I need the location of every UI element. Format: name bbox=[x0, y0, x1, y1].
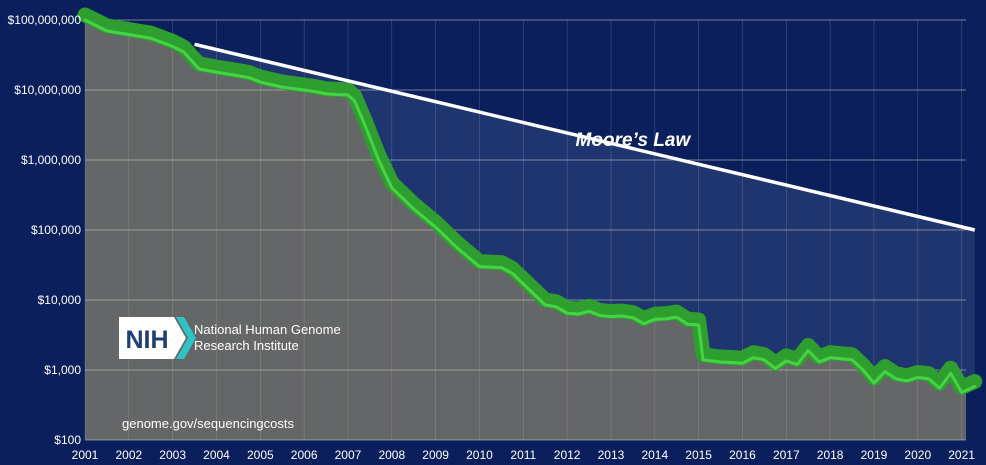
y-tick-label: $10,000 bbox=[38, 293, 82, 307]
x-tick-label: 2001 bbox=[72, 448, 99, 462]
y-tick-label: $100,000,000 bbox=[8, 13, 82, 27]
cost-line bbox=[77, 7, 983, 395]
x-tick-label: 2012 bbox=[554, 448, 581, 462]
x-tick-label: 2003 bbox=[159, 448, 186, 462]
x-tick-label: 2002 bbox=[115, 448, 142, 462]
x-tick-label: 2005 bbox=[247, 448, 274, 462]
x-tick-label: 2018 bbox=[817, 448, 844, 462]
x-tick-label: 2011 bbox=[510, 448, 536, 462]
source-url: genome.gov/sequencingcosts bbox=[122, 416, 295, 431]
x-tick-label: 2010 bbox=[466, 448, 493, 462]
x-tick-label: 2020 bbox=[904, 448, 931, 462]
x-tick-label: 2009 bbox=[422, 448, 449, 462]
moore-gap-fill bbox=[198, 45, 975, 393]
cost-line-edge bbox=[83, 18, 977, 394]
y-tick-label: $1,000,000 bbox=[21, 153, 81, 167]
moores-law-line bbox=[194, 42, 976, 232]
x-tick-label: 2017 bbox=[773, 448, 800, 462]
x-tick-label: 2015 bbox=[685, 448, 712, 462]
nih-logo-line2: Research Institute bbox=[194, 338, 299, 353]
nih-logo-letters: NIH bbox=[125, 326, 168, 354]
y-axis-ticks: $100 $1,000 $10,000 $100,000 $1,000,000 $10,0… bbox=[8, 13, 82, 447]
y-tick-label: $1,000 bbox=[44, 363, 81, 377]
series-layer bbox=[77, 7, 983, 395]
nih-logo: NIH National Human Genome Research Insti… bbox=[119, 317, 341, 359]
x-tick-label: 2006 bbox=[291, 448, 318, 462]
x-tick-label: 2008 bbox=[378, 448, 405, 462]
nih-logo-line1: National Human Genome bbox=[194, 322, 341, 337]
x-tick-label: 2021 bbox=[948, 448, 975, 462]
nih-logo-chevron bbox=[176, 317, 196, 359]
y-tick-label: $100,000 bbox=[31, 223, 81, 237]
x-tick-label: 2004 bbox=[203, 448, 230, 462]
moores-law-label: Moore’s Law bbox=[576, 130, 692, 151]
x-tick-label: 2014 bbox=[641, 448, 668, 462]
y-tick-label: $10,000,000 bbox=[14, 83, 81, 97]
x-tick-label: 2019 bbox=[861, 448, 888, 462]
x-axis-ticks: 2001 2002 2003 2004 2005 2006 2007 2008 2009 2010… bbox=[72, 448, 976, 462]
x-tick-label: 2016 bbox=[729, 448, 756, 462]
x-tick-label: 2007 bbox=[335, 448, 362, 462]
y-tick-label: $100 bbox=[54, 433, 81, 447]
nih-logo-badge bbox=[119, 317, 186, 359]
x-tick-label: 2013 bbox=[598, 448, 625, 462]
gridlines bbox=[84, 19, 966, 441]
